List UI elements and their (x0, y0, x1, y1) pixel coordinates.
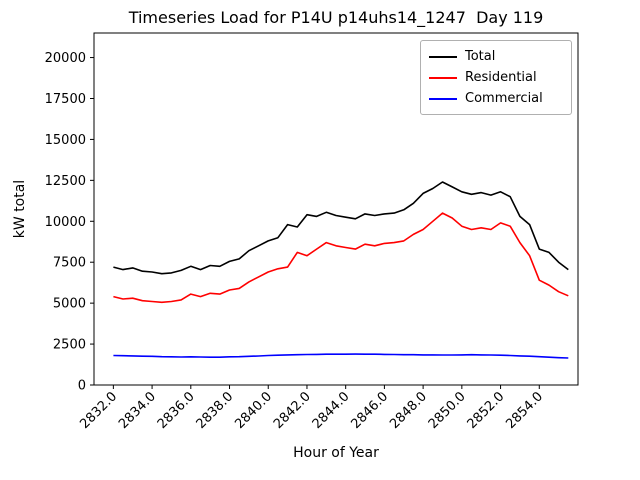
legend-item-total: Total (429, 46, 563, 67)
svg-text:7500: 7500 (53, 256, 86, 271)
chart-title: Timeseries Load for P14U p14uhs14_1247 D… (128, 8, 544, 27)
svg-text:2836.0: 2836.0 (155, 389, 198, 432)
svg-text:20000: 20000 (45, 51, 86, 66)
legend-label-total: Total (465, 49, 496, 64)
legend: Total Residential Commercial (420, 40, 572, 115)
legend-item-residential: Residential (429, 67, 563, 88)
x-axis-label: Hour of Year (293, 445, 379, 461)
svg-text:15000: 15000 (45, 133, 86, 148)
svg-text:2838.0: 2838.0 (194, 389, 237, 432)
svg-text:2854.0: 2854.0 (503, 389, 546, 432)
y-axis-label: kW total (12, 179, 28, 239)
svg-text:2834.0: 2834.0 (116, 389, 159, 432)
svg-text:2832.0: 2832.0 (77, 389, 120, 432)
svg-text:12500: 12500 (45, 174, 86, 189)
legend-label-residential: Residential (465, 70, 537, 85)
svg-text:2840.0: 2840.0 (232, 389, 275, 432)
svg-text:0: 0 (78, 379, 86, 394)
legend-line-total-swatch (429, 55, 457, 58)
svg-text:2846.0: 2846.0 (348, 389, 391, 432)
legend-label-commercial: Commercial (465, 91, 543, 106)
svg-text:2500: 2500 (53, 338, 86, 353)
legend-line-commercial-swatch (429, 97, 457, 100)
svg-text:10000: 10000 (45, 215, 86, 230)
svg-text:2844.0: 2844.0 (310, 389, 353, 432)
svg-text:5000: 5000 (53, 297, 86, 312)
legend-item-commercial: Commercial (429, 88, 563, 109)
svg-text:2848.0: 2848.0 (387, 389, 430, 432)
svg-text:2852.0: 2852.0 (465, 389, 508, 432)
svg-text:2850.0: 2850.0 (426, 389, 469, 432)
svg-text:2842.0: 2842.0 (271, 389, 314, 432)
legend-line-residential-swatch (429, 76, 457, 79)
svg-text:17500: 17500 (45, 92, 86, 107)
